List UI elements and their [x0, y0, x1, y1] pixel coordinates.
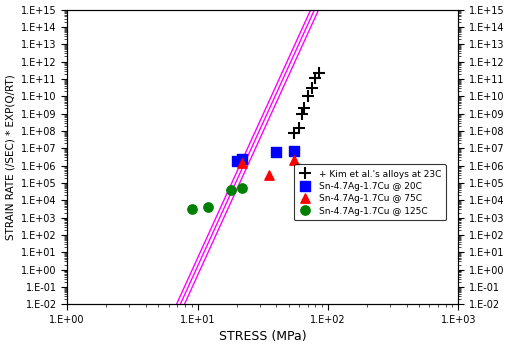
+ Kim et al.'s alloys at 23C [297, 112, 305, 117]
+ Kim et al.'s alloys at 23C [314, 70, 322, 76]
+ Kim et al.'s alloys at 23C [294, 125, 302, 131]
Sn-4.7Ag-1.7Cu @ 125C [204, 205, 212, 210]
+ Kim et al.'s alloys at 23C [303, 94, 311, 99]
X-axis label: STRESS (MPa): STRESS (MPa) [218, 331, 306, 343]
Sn-4.7Ag-1.7Cu @ 75C [264, 172, 272, 178]
Sn-4.7Ag-1.7Cu @ 125C [238, 185, 246, 191]
Sn-4.7Ag-1.7Cu @ 75C [238, 160, 246, 165]
+ Kim et al.'s alloys at 23C [307, 85, 315, 91]
Sn-4.7Ag-1.7Cu @ 125C [187, 207, 195, 212]
Sn-4.7Ag-1.7Cu @ 20C [290, 148, 298, 154]
Legend: + Kim et al.'s alloys at 23C, Sn-4.7Ag-1.7Cu @ 20C, Sn-4.7Ag-1.7Cu @ 75C, Sn-4.7: + Kim et al.'s alloys at 23C, Sn-4.7Ag-1… [293, 164, 445, 220]
Sn-4.7Ag-1.7Cu @ 75C [290, 158, 298, 163]
Sn-4.7Ag-1.7Cu @ 20C [232, 158, 240, 164]
Sn-4.7Ag-1.7Cu @ 20C [271, 149, 279, 155]
+ Kim et al.'s alloys at 23C [300, 106, 308, 111]
Sn-4.7Ag-1.7Cu @ 125C [227, 187, 235, 193]
Sn-4.7Ag-1.7Cu @ 20C [238, 156, 246, 162]
Y-axis label: STRAIN RATE (/SEC) * EXP(Q/RT): STRAIN RATE (/SEC) * EXP(Q/RT) [6, 74, 16, 240]
+ Kim et al.'s alloys at 23C [310, 75, 319, 80]
+ Kim et al.'s alloys at 23C [290, 130, 298, 135]
